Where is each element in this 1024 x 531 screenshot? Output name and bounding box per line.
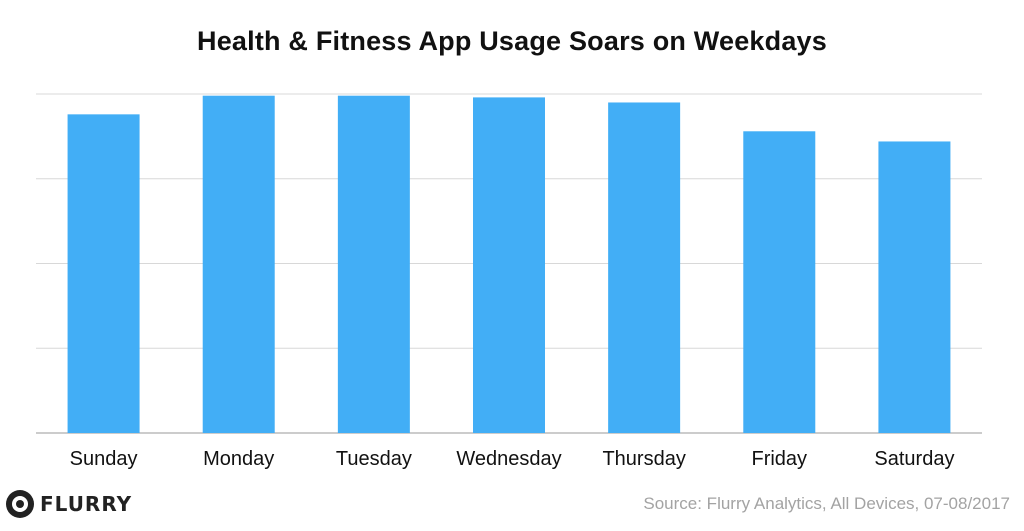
bar-saturday: [878, 141, 951, 433]
bar-monday: [202, 95, 275, 433]
source-note: Source: Flurry Analytics, All Devices, 0…: [643, 494, 1010, 513]
x-tick-label: Tuesday: [336, 448, 412, 470]
bar-thursday: [608, 102, 681, 433]
x-tick-label: Friday: [751, 448, 807, 470]
x-tick-label: Sunday: [70, 448, 138, 470]
bar-friday: [743, 131, 816, 434]
bar-tuesday: [337, 95, 410, 433]
x-tick-label: Saturday: [874, 448, 954, 470]
flurry-logo: FLURRY: [6, 488, 132, 520]
x-tick-label: Thursday: [602, 448, 685, 470]
bar-chart: Sunday Monday Tuesday Wednesday Thursday Frid…: [36, 93, 982, 470]
bar-sunday: [67, 114, 140, 433]
x-tick-label: Monday: [203, 448, 274, 470]
flurry-logo-icon: [6, 490, 34, 518]
x-tick-label: Wednesday: [456, 448, 561, 470]
chart-title: Health & Fitness App Usage Soars on Week…: [197, 26, 827, 56]
bar-wednesday: [473, 97, 545, 433]
flurry-logo-text: FLURRY: [40, 492, 133, 516]
